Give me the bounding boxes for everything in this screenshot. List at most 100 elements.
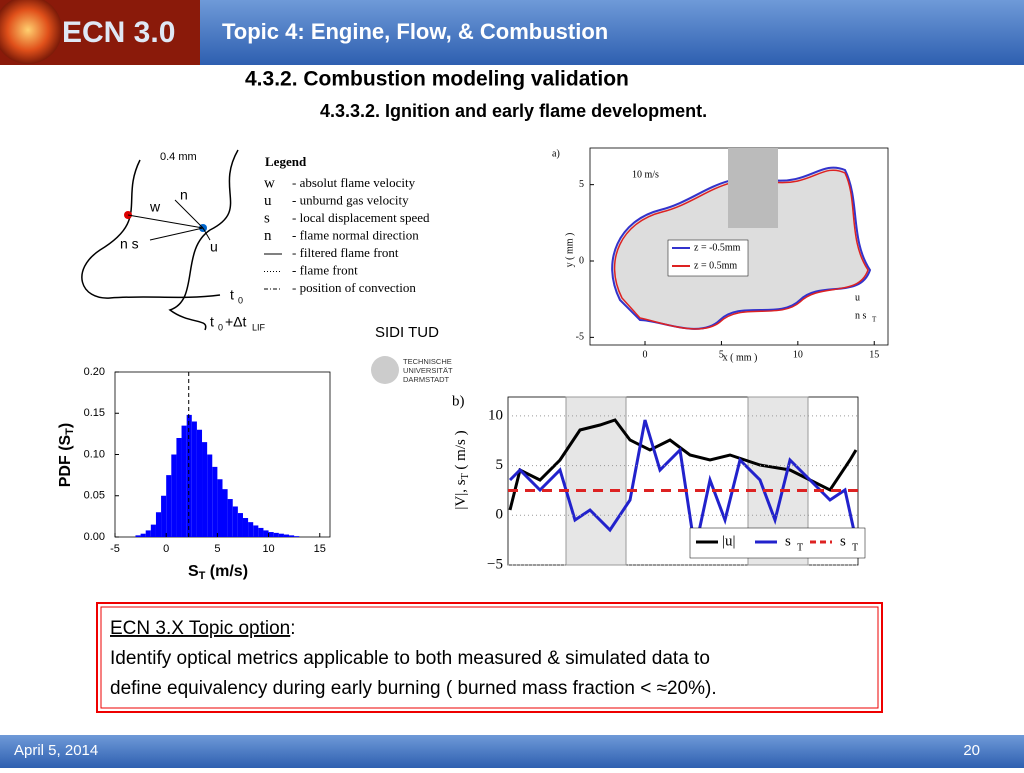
vector xyxy=(202,227,211,241)
y-axis-label: |V|, sT ( m/s ) xyxy=(453,430,471,509)
y-tick-label: −5 xyxy=(487,556,503,572)
callout-heading: ECN 3.X Topic option xyxy=(110,618,290,639)
label: t xyxy=(210,314,214,330)
hist-bar xyxy=(166,475,172,537)
logo-sun xyxy=(0,0,62,64)
heading: 4.3.2. Combustion modeling validation xyxy=(245,68,629,91)
y-tick-label: 0.15 xyxy=(84,407,105,419)
legend-item: s xyxy=(840,533,846,549)
vector xyxy=(127,214,204,229)
legend-item: T xyxy=(797,542,803,553)
label: n xyxy=(180,187,188,203)
y-tick-label: 0 xyxy=(579,255,584,266)
hist-bar xyxy=(176,438,182,537)
hist-bar xyxy=(237,513,243,537)
hist-bar xyxy=(161,495,167,537)
hist-bar xyxy=(145,530,151,537)
legend-item: s xyxy=(785,533,791,549)
footer-date: April 5, 2014 xyxy=(14,742,98,759)
y-tick-label: 10 xyxy=(488,407,503,423)
hist-bar xyxy=(212,466,218,537)
label: 0 xyxy=(218,322,223,332)
hist-bar xyxy=(202,442,208,537)
hist-bar xyxy=(150,524,156,537)
callout-line: Identify optical metrics applicable to b… xyxy=(110,648,710,669)
footer-bar xyxy=(0,735,1024,768)
y-axis-label-part: ( m/s ) xyxy=(453,430,469,473)
hist-bar xyxy=(273,532,279,537)
x-axis-label: x ( mm ) xyxy=(723,352,758,363)
source: SIDI TUD xyxy=(375,324,439,341)
x-tick-label: 5 xyxy=(719,349,724,360)
hist-bar xyxy=(232,506,238,537)
label: n s xyxy=(120,236,139,252)
x-axis-label: ST (m/s) xyxy=(188,563,248,582)
legend-symbol: w xyxy=(264,175,275,191)
y-tick-label: 0.00 xyxy=(84,531,105,543)
hist-bar xyxy=(217,479,223,537)
header-title: Topic 4: Engine, Flow, & Combustion xyxy=(222,19,608,44)
hist-bar xyxy=(294,536,300,537)
y-tick-label: 0.10 xyxy=(84,448,105,460)
hist-bar xyxy=(248,522,254,537)
y-axis-label-part: |V|, s xyxy=(453,479,469,509)
y-axis-label-part: T xyxy=(64,428,76,435)
hist-bar xyxy=(289,535,295,537)
x-tick-label: 15 xyxy=(869,349,879,360)
legend-item: T xyxy=(872,316,877,324)
hist-bar xyxy=(181,425,187,537)
legend-symbol: s xyxy=(264,210,270,226)
legend-item: - local displacement speed xyxy=(292,210,430,225)
legend-item: - unburnd gas velocity xyxy=(292,192,409,207)
legend-item: - filtered flame front xyxy=(292,245,399,260)
legend-box xyxy=(667,239,749,277)
legend-item: n s xyxy=(855,310,867,321)
x-axis-label-part: (m/s) xyxy=(205,563,248,580)
label: w xyxy=(149,199,161,215)
hist-bar xyxy=(268,532,274,537)
y-tick-label: 0 xyxy=(496,507,504,523)
injector xyxy=(728,148,778,228)
y-tick-label: -5 xyxy=(576,332,584,343)
vector xyxy=(149,227,204,241)
x-axis-label-part: S xyxy=(188,563,199,580)
speed-curve xyxy=(508,419,858,551)
hist-bar xyxy=(155,512,162,537)
hist-bar xyxy=(283,534,290,537)
hist-bar xyxy=(242,518,249,537)
hist-bar xyxy=(191,421,197,537)
panel-label: a) xyxy=(552,148,560,159)
front-curve xyxy=(168,149,239,331)
scale: 0.4 mm xyxy=(160,151,197,163)
label: t xyxy=(230,287,234,303)
flame-front xyxy=(613,169,869,330)
y-axis-label-part: PDF (S xyxy=(57,434,74,487)
x-tick-label: 10 xyxy=(262,543,274,555)
diagram: 0.4 mm Legend n w n s u t 0 t 0 +Δt LIF xyxy=(81,149,307,332)
callout-box xyxy=(96,602,883,713)
front-curve xyxy=(81,159,221,299)
legend-symbol: u xyxy=(264,193,272,209)
legend-item: u xyxy=(855,292,860,303)
hist-bar xyxy=(140,533,146,537)
y-tick-label: 5 xyxy=(496,457,504,473)
x-tick-label: 15 xyxy=(314,543,326,555)
x-tick-label: 5 xyxy=(214,543,220,555)
label: +Δt xyxy=(225,314,247,330)
x-axis-label-part: T xyxy=(199,570,206,582)
callout-line: define equivalency during early burning … xyxy=(110,678,717,699)
legend-item: - flame normal direction xyxy=(292,227,419,242)
vector xyxy=(174,199,204,229)
panel-label: b) xyxy=(452,393,465,409)
source-logo xyxy=(371,356,399,384)
x-tick-label: 0 xyxy=(163,543,169,555)
subheading: 4.3.3.2. Ignition and early flame develo… xyxy=(320,101,707,121)
hist-bar xyxy=(263,530,269,537)
hist-bar xyxy=(171,454,177,537)
plot-b-frame xyxy=(507,396,859,566)
scale-label: 10 m/s xyxy=(632,169,659,180)
hist-bar xyxy=(207,454,213,537)
label: u xyxy=(210,239,218,255)
source-logo-text: UNIVERSITÄT xyxy=(403,366,453,375)
